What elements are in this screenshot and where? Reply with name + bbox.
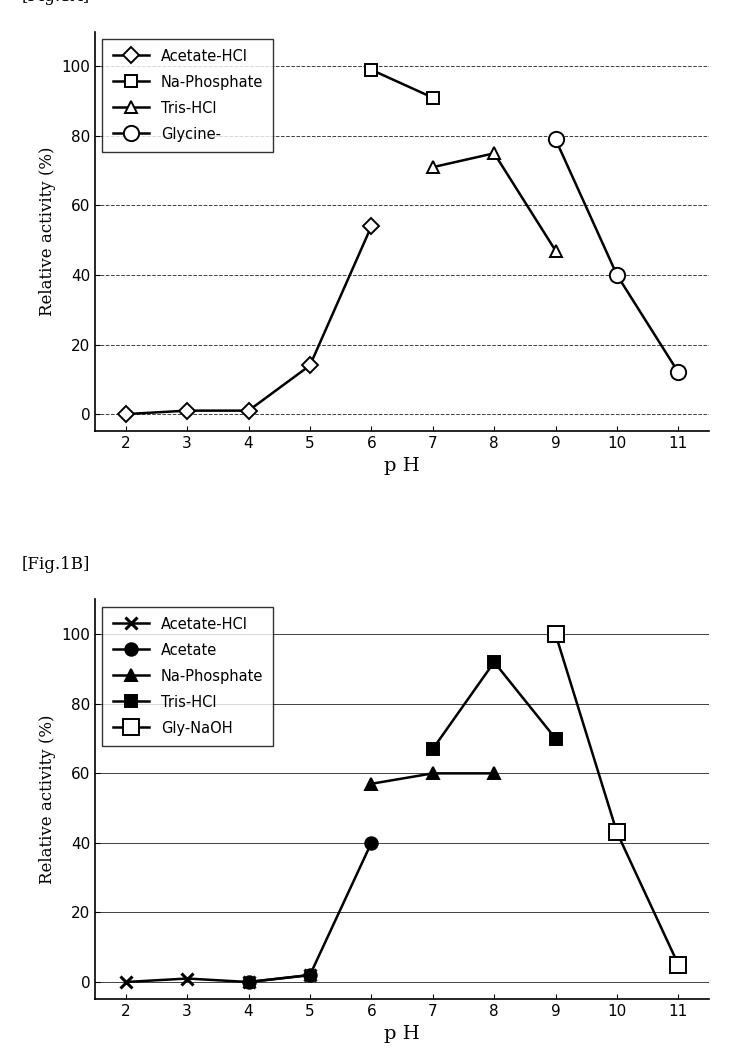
- Y-axis label: Relative activity (%): Relative activity (%): [39, 714, 56, 884]
- Line: Tris-HCl: Tris-HCl: [426, 147, 562, 257]
- Gly-NaOH: [613, 826, 621, 838]
- Acetate-HCl: [121, 408, 130, 421]
- Na-Phosphate: [428, 92, 437, 104]
- Line: Na-Phosphate: Na-Phosphate: [366, 64, 439, 103]
- Line: Glycine-: Glycine-: [548, 132, 686, 380]
- Acetate: [306, 969, 314, 982]
- Legend: Acetate-HCl, Na-Phosphate, Tris-HCl, Glycine-: Acetate-HCl, Na-Phosphate, Tris-HCl, Gly…: [102, 39, 273, 153]
- Tris-HCl: [490, 655, 499, 668]
- Tris-HCl: [428, 743, 437, 755]
- Acetate-HCl: [367, 220, 376, 232]
- Acetate-HCl: [244, 404, 253, 417]
- Glycine-: [674, 366, 683, 379]
- Glycine-: [551, 133, 560, 145]
- Na-Phosphate: [490, 767, 499, 780]
- Acetate-HCl: [244, 975, 253, 988]
- Line: Na-Phosphate: Na-Phosphate: [365, 767, 501, 790]
- Line: Tris-HCl: Tris-HCl: [426, 655, 562, 755]
- Line: Acetate: Acetate: [242, 836, 378, 988]
- Acetate-HCl: [306, 359, 314, 371]
- Na-Phosphate: [367, 777, 376, 790]
- Acetate-HCl: [183, 972, 192, 985]
- Acetate: [244, 975, 253, 988]
- Acetate: [367, 836, 376, 849]
- Legend: Acetate-HCl, Acetate, Na-Phosphate, Tris-HCl, Gly-NaOH: Acetate-HCl, Acetate, Na-Phosphate, Tris…: [102, 607, 273, 746]
- Text: [Fig.1B]: [Fig.1B]: [22, 557, 91, 573]
- Glycine-: [613, 268, 621, 281]
- Gly-NaOH: [674, 958, 683, 971]
- Na-Phosphate: [428, 767, 437, 780]
- Line: Acetate-HCl: Acetate-HCl: [120, 221, 377, 420]
- X-axis label: p H: p H: [385, 457, 420, 474]
- Y-axis label: Relative activity (%): Relative activity (%): [39, 147, 56, 317]
- Line: Gly-NaOH: Gly-NaOH: [548, 627, 686, 972]
- Line: Acetate-HCl: Acetate-HCl: [119, 969, 317, 988]
- Tris-HCl: [551, 732, 560, 745]
- Text: [Fig.1A]: [Fig.1A]: [22, 0, 90, 5]
- Acetate-HCl: [306, 969, 314, 982]
- Acetate-HCl: [121, 975, 130, 988]
- X-axis label: p H: p H: [385, 1025, 420, 1043]
- Tris-HCl: [490, 147, 499, 160]
- Tris-HCl: [428, 161, 437, 174]
- Na-Phosphate: [367, 63, 376, 76]
- Acetate-HCl: [183, 404, 192, 417]
- Tris-HCl: [551, 244, 560, 257]
- Gly-NaOH: [551, 628, 560, 641]
